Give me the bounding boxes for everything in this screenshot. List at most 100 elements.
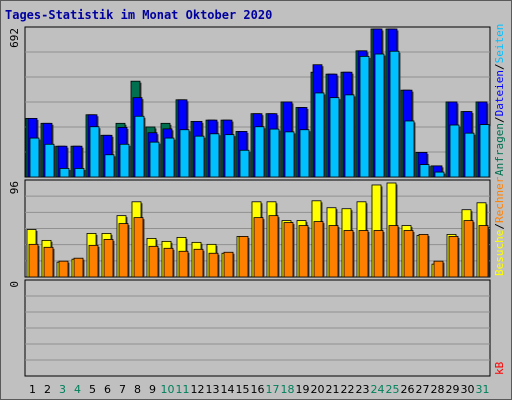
x-tick-label: 27 [416,383,430,396]
series-seiten [29,50,491,178]
bar-seiten-day-13 [209,133,220,178]
x-tick-label: 15 [236,383,250,396]
bar-seiten-day-12 [194,135,205,178]
bar-rechner-day-7 [118,223,129,278]
bar-seiten-day-20 [314,92,325,178]
bar-rechner-day-1 [28,243,39,278]
x-tick-label: 4 [74,383,81,396]
x-tick-label: 23 [356,383,370,396]
bar-seiten-day-26 [404,120,415,178]
x-tick-label: 19 [296,383,310,396]
x-tick-label: 16 [251,383,265,396]
panel-middle: 96 Besuche/Rechner [8,176,506,278]
bar-rechner-day-11 [178,250,189,278]
x-tick-label: 12 [191,383,205,396]
bar-rechner-day-28 [433,260,444,278]
x-tick-label: 5 [89,383,96,396]
x-tick-label: 30 [461,383,475,396]
bar-seiten-day-24 [374,53,385,178]
bar-seiten-day-6 [104,154,115,178]
bar-seiten-day-25 [389,50,400,178]
bar-rechner-day-6 [103,238,114,278]
axis-legend-entry: / [493,116,506,123]
axis-legend-entry: kB [493,361,506,375]
x-tick-label: 7 [119,383,126,396]
bar-seiten-day-15 [239,149,250,178]
bar-rechner-day-3 [58,260,69,278]
bar-seiten-day-5 [89,126,100,178]
x-tick-label: 28 [431,383,445,396]
x-tick-label: 25 [386,383,400,396]
bar-rechner-day-4 [73,257,84,278]
panel-bottom: 0 kB [8,279,506,377]
bar-seiten-day-4 [74,168,85,178]
axis-legend-entry: / [493,63,506,70]
bar-rechner-day-5 [88,244,99,278]
x-tick-label: 10 [161,383,175,396]
bar-rechner-day-30 [463,220,474,278]
bar-seiten-day-19 [299,129,310,178]
bar-rechner-day-12 [193,248,204,278]
x-tick-label: 31 [476,383,490,396]
bar-rechner-day-22 [343,230,354,278]
bar-rechner-day-25 [388,225,399,278]
bar-rechner-day-31 [478,225,489,278]
bar-seiten-day-27 [419,164,430,178]
bar-seiten-day-21 [329,97,340,178]
bar-seiten-day-7 [119,143,130,178]
axis-legend-entry: Seiten [493,24,506,64]
bar-seiten-day-8 [134,115,145,178]
bar-rechner-day-20 [313,221,324,278]
bar-rechner-day-19 [298,225,309,278]
x-tick-label: 21 [326,383,340,396]
bar-rechner-day-29 [448,236,459,278]
panel-middle-axis-legend: Besuche/Rechner [493,176,506,276]
axis-legend-entry: Dateien [493,70,506,116]
series-rechner [28,215,490,278]
x-tick-label: 11 [176,383,190,396]
x-tick-label: 24 [371,383,385,396]
x-tick-label: 26 [401,383,415,396]
panel-top-axis-legend: Anfragen/Dateien/Seiten [493,24,506,176]
bar-rechner-day-27 [418,234,429,278]
bar-seiten-day-9 [149,141,160,178]
bar-seiten-day-28 [434,171,445,178]
panel-bottom-axis-legend: kB [493,361,506,375]
axis-legend-entry: / [493,223,506,230]
x-tick-label: 2 [44,383,51,396]
bar-rechner-day-24 [373,230,384,278]
bar-seiten-day-16 [254,126,265,178]
x-tick-label: 3 [59,383,66,396]
bar-seiten-day-31 [479,124,490,178]
bar-seiten-day-3 [59,168,70,178]
bar-rechner-day-23 [358,230,369,278]
x-tick-label: 1 [29,383,36,396]
panel-bottom-scale-label: 0 [8,281,21,288]
bar-rechner-day-21 [328,225,339,278]
bar-seiten-day-17 [269,128,280,178]
bar-rechner-day-15 [238,236,249,278]
bar-seiten-day-23 [359,55,370,178]
bar-seiten-day-14 [224,134,235,178]
x-tick-label: 9 [149,383,156,396]
bar-seiten-day-2 [44,143,55,178]
axis-legend-entry: Besuche [493,230,506,276]
bar-seiten-day-18 [284,131,295,178]
bar-rechner-day-2 [43,246,54,278]
axis-legend-entry: Anfragen [493,123,506,176]
panel-top-scale-label: 692 [8,28,21,48]
bar-seiten-day-10 [164,137,175,178]
bar-seiten-day-11 [179,129,190,178]
x-tick-label: 6 [104,383,111,396]
bar-seiten-day-30 [464,132,475,178]
bar-rechner-day-10 [163,247,174,278]
x-tick-label: 22 [341,383,355,396]
bar-rechner-day-26 [403,230,414,278]
chart-title: Tages-Statistik im Monat Oktober 2020 [5,8,272,22]
panel-middle-scale-label: 96 [8,181,21,194]
x-tick-label: 13 [206,383,220,396]
bar-seiten-day-1 [29,137,40,178]
axis-legend-entry: Rechner [493,176,506,223]
